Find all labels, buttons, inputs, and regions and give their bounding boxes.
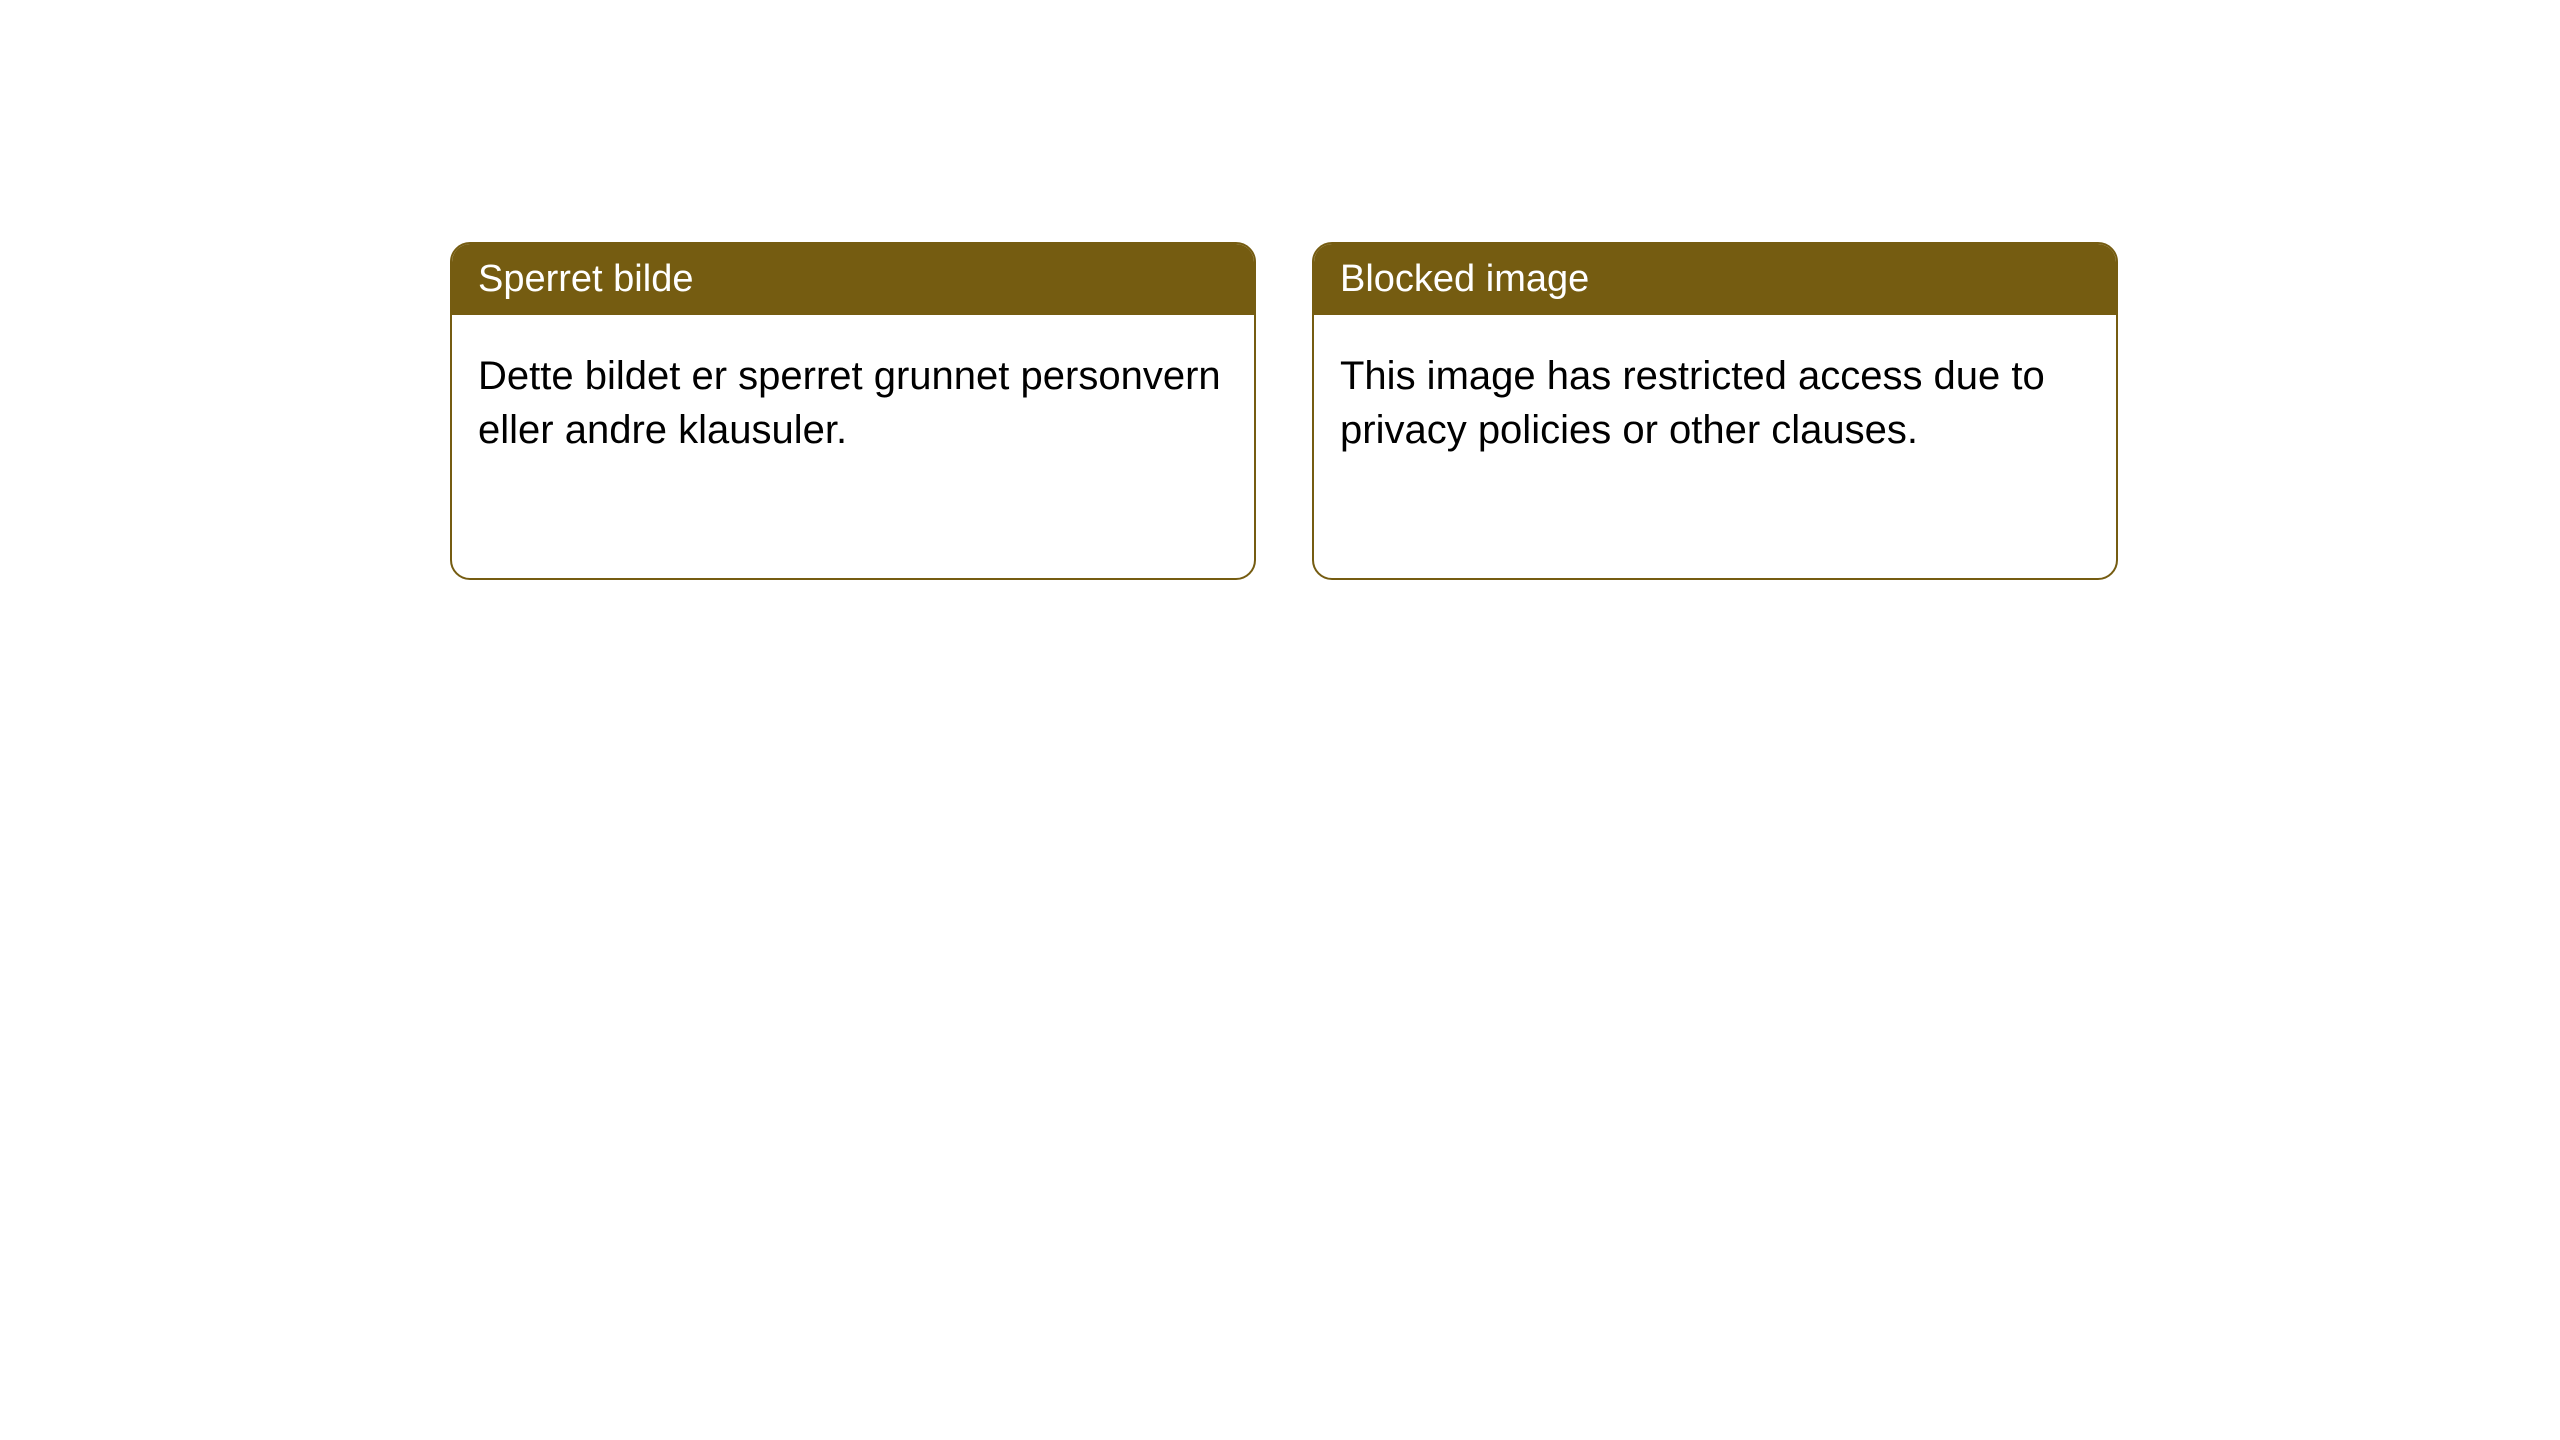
card-title: Blocked image — [1340, 258, 1589, 300]
card-body-text: This image has restricted access due to … — [1340, 354, 2045, 452]
notice-card-norwegian: Sperret bilde Dette bildet er sperret gr… — [450, 242, 1256, 580]
card-title: Sperret bilde — [478, 258, 693, 300]
notice-container: Sperret bilde Dette bildet er sperret gr… — [450, 242, 2118, 580]
card-body: This image has restricted access due to … — [1314, 315, 2116, 491]
card-body-text: Dette bildet er sperret grunnet personve… — [478, 354, 1221, 452]
notice-card-english: Blocked image This image has restricted … — [1312, 242, 2118, 580]
card-body: Dette bildet er sperret grunnet personve… — [452, 315, 1254, 491]
card-header: Sperret bilde — [452, 244, 1254, 315]
card-header: Blocked image — [1314, 244, 2116, 315]
